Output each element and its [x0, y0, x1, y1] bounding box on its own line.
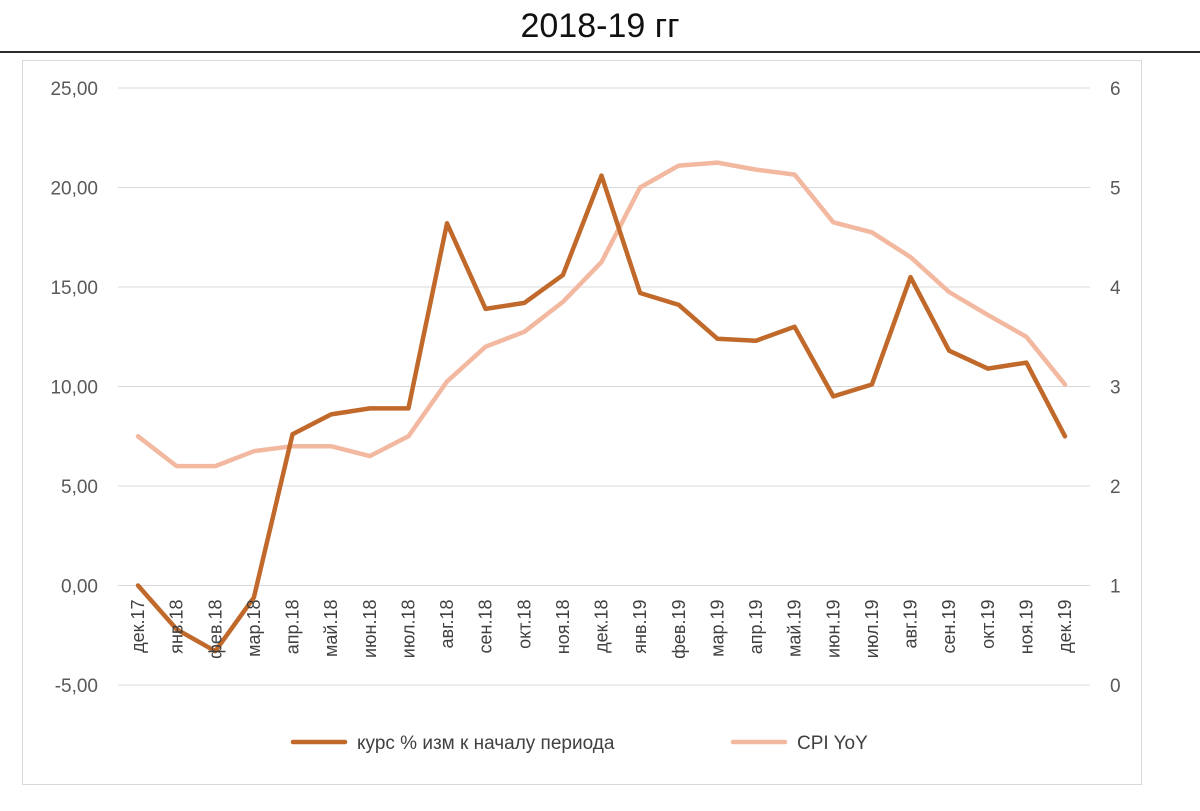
x-tick-label: авг.19: [901, 600, 921, 649]
x-tick-label: сен.18: [476, 600, 496, 654]
x-tick-label: мар.18: [244, 600, 264, 657]
y-axis-right: 0 1 2 3 4 5 6: [1110, 79, 1121, 697]
chart-frame: [22, 60, 1142, 785]
legend-label: CPI YoY: [797, 733, 868, 754]
x-axis: дек.17 янв.18 фев.18 мар.18 апр.18 май.18 июн.…: [128, 600, 1075, 659]
x-tick-label: июл.19: [862, 600, 882, 659]
x-tick-label: ноя.18: [553, 600, 573, 655]
x-tick-label: янв.18: [167, 600, 187, 654]
x-tick-label: апр.19: [746, 600, 766, 655]
title-divider: [0, 51, 1200, 53]
x-tick-label: авг.18: [437, 600, 457, 649]
y-right-tick-label: 2: [1110, 477, 1121, 498]
y-axis-left: -5,00 0,00 5,00 10,00 15,00 20,00 25,00: [50, 79, 98, 697]
y-left-tick-label: 5,00: [61, 477, 98, 498]
x-tick-label: май.18: [321, 600, 341, 657]
x-tick-label: июн.18: [360, 600, 380, 659]
y-right-tick-label: 3: [1110, 378, 1121, 399]
y-left-tick-label: 25,00: [50, 79, 98, 100]
y-left-tick-label: 0,00: [61, 577, 98, 598]
y-left-tick-label: 15,00: [50, 278, 98, 299]
x-tick-label: сен.19: [939, 600, 959, 654]
legend: курс % изм к началу периода CPI YoY: [290, 733, 868, 754]
y-left-tick-label: 20,00: [50, 179, 98, 200]
x-tick-label: апр.18: [283, 600, 303, 655]
x-tick-label: янв.19: [630, 600, 650, 654]
x-tick-label: окт.19: [978, 600, 998, 649]
x-tick-label: май.19: [785, 600, 805, 657]
y-right-tick-label: 6: [1110, 79, 1121, 100]
x-tick-label: фев.19: [669, 600, 689, 659]
page-title: 2018-19 гг: [520, 7, 680, 45]
x-tick-label: мар.19: [707, 600, 727, 657]
x-tick-label: дек.17: [128, 600, 148, 653]
y-right-tick-label: 4: [1110, 278, 1121, 299]
x-tick-label: дек.18: [592, 600, 612, 653]
y-left-tick-label: 10,00: [50, 378, 98, 399]
y-right-tick-label: 5: [1110, 179, 1121, 200]
x-tick-label: июл.18: [398, 600, 418, 659]
x-tick-label: июн.19: [823, 600, 843, 659]
x-tick-label: ноя.19: [1016, 600, 1036, 655]
series-line-kurs: [135, 173, 1068, 654]
y-right-tick-label: 0: [1110, 676, 1121, 697]
x-tick-label: фев.18: [205, 600, 225, 659]
x-tick-label: окт.18: [514, 600, 534, 649]
x-tick-label: дек.19: [1055, 600, 1075, 653]
series-lines: [135, 160, 1068, 654]
y-right-tick-label: 1: [1110, 577, 1121, 598]
legend-label: курс % изм к началу периода: [357, 733, 615, 754]
y-left-tick-label: -5,00: [55, 676, 98, 697]
series-line-cpi-yoy: [135, 160, 1068, 469]
